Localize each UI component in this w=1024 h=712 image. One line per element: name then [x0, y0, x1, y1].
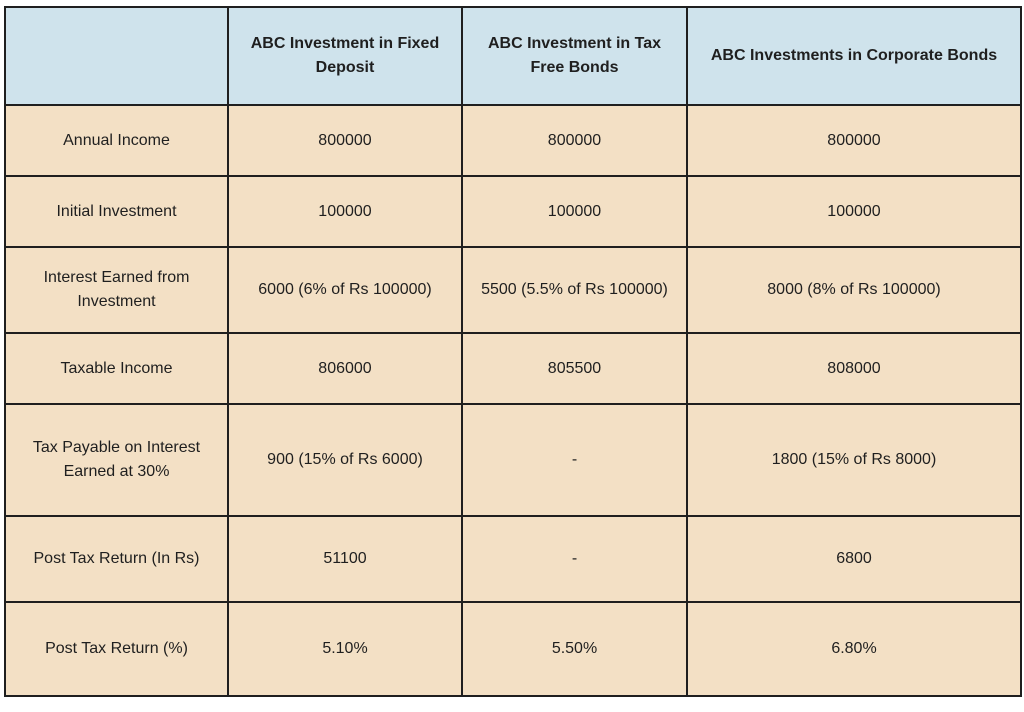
- row-label: Post Tax Return (%): [4, 601, 229, 697]
- table-cell: 100000: [461, 175, 688, 248]
- comparison-table: ABC Investment in Fixed Deposit ABC Inve…: [4, 6, 1022, 697]
- row-label: Post Tax Return (In Rs): [4, 515, 229, 603]
- table-cell: -: [461, 515, 688, 603]
- table-cell: 800000: [686, 104, 1022, 177]
- table-cell: 5500 (5.5% of Rs 100000): [461, 246, 688, 334]
- table-cell: 51100: [227, 515, 463, 603]
- row-label: Interest Earned from Investment: [4, 246, 229, 334]
- table-cell: 1800 (15% of Rs 8000): [686, 403, 1022, 517]
- table-cell: 800000: [227, 104, 463, 177]
- table-cell: -: [461, 403, 688, 517]
- table-cell: 100000: [686, 175, 1022, 248]
- table-cell: 6800: [686, 515, 1022, 603]
- table-cell: 808000: [686, 332, 1022, 405]
- table-row: Initial Investment 100000 100000 100000: [4, 175, 1022, 248]
- table-cell: 100000: [227, 175, 463, 248]
- header-tax-free-bonds: ABC Investment in Tax Free Bonds: [461, 6, 688, 106]
- table-cell: 6000 (6% of Rs 100000): [227, 246, 463, 334]
- table-row: Post Tax Return (%) 5.10% 5.50% 6.80%: [4, 601, 1022, 697]
- table-cell: 6.80%: [686, 601, 1022, 697]
- row-label: Tax Payable on Interest Earned at 30%: [4, 403, 229, 517]
- row-label: Annual Income: [4, 104, 229, 177]
- table-row: Annual Income 800000 800000 800000: [4, 104, 1022, 177]
- table-row: Taxable Income 806000 805500 808000: [4, 332, 1022, 405]
- header-corporate-bonds: ABC Investments in Corporate Bonds: [686, 6, 1022, 106]
- row-label: Taxable Income: [4, 332, 229, 405]
- table-cell: 5.10%: [227, 601, 463, 697]
- table-cell: 805500: [461, 332, 688, 405]
- table-row: Interest Earned from Investment 6000 (6%…: [4, 246, 1022, 334]
- table-cell: 5.50%: [461, 601, 688, 697]
- table-cell: 806000: [227, 332, 463, 405]
- row-label: Initial Investment: [4, 175, 229, 248]
- table-cell: 8000 (8% of Rs 100000): [686, 246, 1022, 334]
- table-row: Tax Payable on Interest Earned at 30% 90…: [4, 403, 1022, 517]
- table-row: Post Tax Return (In Rs) 51100 - 6800: [4, 515, 1022, 603]
- header-row: ABC Investment in Fixed Deposit ABC Inve…: [4, 6, 1022, 106]
- header-fixed-deposit: ABC Investment in Fixed Deposit: [227, 6, 463, 106]
- table-cell: 900 (15% of Rs 6000): [227, 403, 463, 517]
- table-cell: 800000: [461, 104, 688, 177]
- header-empty-cell: [4, 6, 229, 106]
